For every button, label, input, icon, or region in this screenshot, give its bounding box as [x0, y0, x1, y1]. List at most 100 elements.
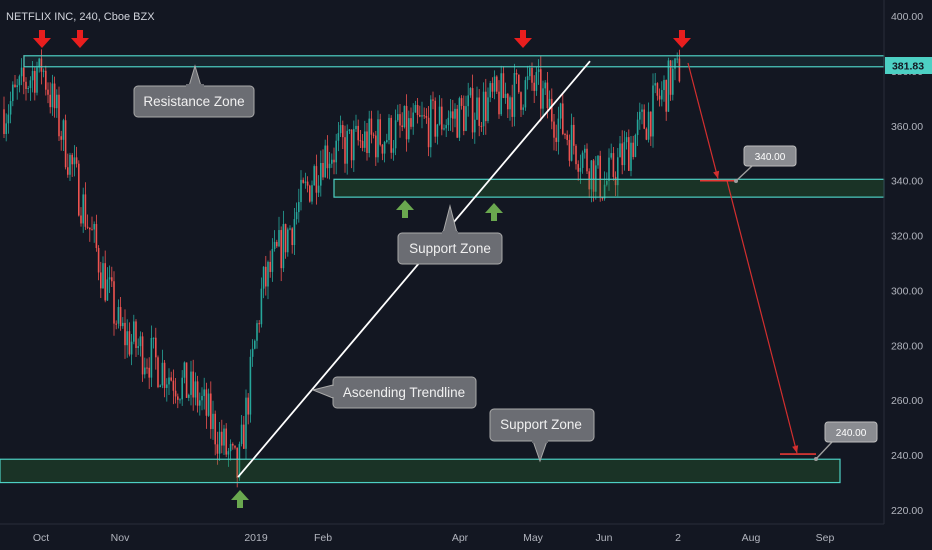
callout-joint [532, 439, 548, 443]
sell-arrow-icon [33, 30, 51, 48]
candle-body [227, 451, 230, 455]
candle-body [73, 157, 76, 165]
time-tick-label: Oct [33, 532, 49, 544]
candle-body [667, 60, 670, 112]
zone-rect[interactable] [333, 178, 885, 198]
candle-body [531, 68, 533, 83]
price-tick-label: 320.00 [891, 231, 923, 243]
candle-body [564, 133, 566, 135]
candle-body [146, 367, 148, 369]
candlestick-series [3, 49, 681, 488]
candle-body [155, 337, 157, 358]
candle-body [399, 114, 401, 126]
candle-body [256, 323, 258, 341]
candle-body [533, 82, 535, 91]
candle-body [29, 80, 32, 89]
projection-arrowhead-240 [792, 445, 799, 454]
candle-body [663, 80, 665, 91]
candle-body [359, 140, 362, 142]
price-tick-label: 340.00 [891, 176, 923, 188]
candle-body [128, 331, 131, 355]
candle-body [364, 131, 366, 148]
candle-body [485, 91, 487, 122]
candle-body [368, 118, 370, 154]
candle-body [628, 137, 630, 171]
candle-body [234, 445, 236, 448]
candle-body [122, 322, 124, 327]
candle-body [106, 279, 109, 301]
candle-body [97, 248, 100, 273]
candle-body [309, 185, 311, 202]
candle-body [91, 229, 93, 231]
ascending-trendline[interactable] [237, 60, 591, 478]
candle-body [641, 109, 643, 112]
time-axis[interactable]: Oct Nov 2019 Feb Apr May Jun 2 Aug Sep [0, 523, 884, 544]
sell-arrow-icon [514, 30, 532, 48]
candle-body [634, 134, 637, 157]
price-axis[interactable]: 220.00 240.00 260.00 280.00 300.00 320.00 340.… [883, 0, 923, 524]
candle-body [245, 397, 247, 449]
candle-body [529, 68, 531, 77]
candle-body [452, 111, 454, 119]
support-zone-lower-callout[interactable]: Support Zone [489, 408, 595, 463]
candle-body [139, 336, 142, 347]
candle-body [526, 76, 529, 81]
candle-body [183, 362, 186, 378]
buy-arrow-icon [485, 203, 503, 221]
trendline-callout[interactable]: Ascending Trendline [311, 376, 477, 409]
candle-body [271, 248, 274, 272]
candle-body [317, 185, 320, 193]
candle-body [249, 356, 252, 415]
resistance-zone-callout[interactable]: Resistance Zone [133, 64, 255, 118]
candle-body [18, 76, 21, 86]
time-tick-label: Sep [816, 532, 835, 544]
price-tick-label: 280.00 [891, 340, 923, 352]
candle-body [104, 263, 106, 301]
price-tick-label: 220.00 [891, 505, 923, 517]
candle-body [168, 377, 170, 385]
candle-body [95, 224, 98, 249]
candle-body [306, 181, 309, 186]
zone-rect[interactable] [23, 55, 885, 68]
time-tick-label: Nov [111, 532, 130, 544]
candle-body [438, 106, 441, 125]
callout-joint [331, 386, 335, 397]
candle-body [102, 263, 104, 289]
candle-body [471, 88, 474, 133]
support-zone-upper-callout[interactable]: Support Zone [397, 204, 503, 265]
candle-body [353, 129, 355, 161]
candle-body [546, 82, 549, 109]
candle-body [581, 152, 584, 168]
candle-body [632, 142, 634, 157]
candle-body [40, 58, 43, 72]
candle-body [177, 396, 179, 400]
candle-body [16, 85, 18, 88]
time-tick-label: Feb [314, 532, 332, 544]
candle-body [597, 155, 599, 166]
candle-body [14, 84, 16, 88]
candle-body [555, 137, 557, 142]
candle-body [210, 393, 212, 430]
candle-body [458, 98, 461, 138]
candle-body [124, 322, 126, 346]
candle-body [23, 67, 25, 82]
candle-body [284, 224, 287, 253]
candle-body [522, 107, 524, 110]
price-tick-label: 360.00 [891, 121, 923, 133]
candle-body [643, 109, 645, 129]
target-label-pointer [815, 441, 833, 460]
candle-body [100, 272, 102, 289]
candle-body [276, 241, 278, 247]
candle-body [487, 97, 489, 122]
candle-body [432, 99, 434, 101]
candle-body [133, 321, 135, 342]
zone-rect[interactable] [0, 458, 841, 484]
target-label-anchor [734, 179, 738, 183]
candle-body [344, 137, 346, 164]
target-240-label[interactable]: 240.00 [814, 421, 878, 461]
target-340-label[interactable]: 340.00 [734, 145, 797, 183]
candle-body [412, 112, 414, 127]
candle-body [265, 266, 267, 287]
candle-body [465, 106, 467, 131]
